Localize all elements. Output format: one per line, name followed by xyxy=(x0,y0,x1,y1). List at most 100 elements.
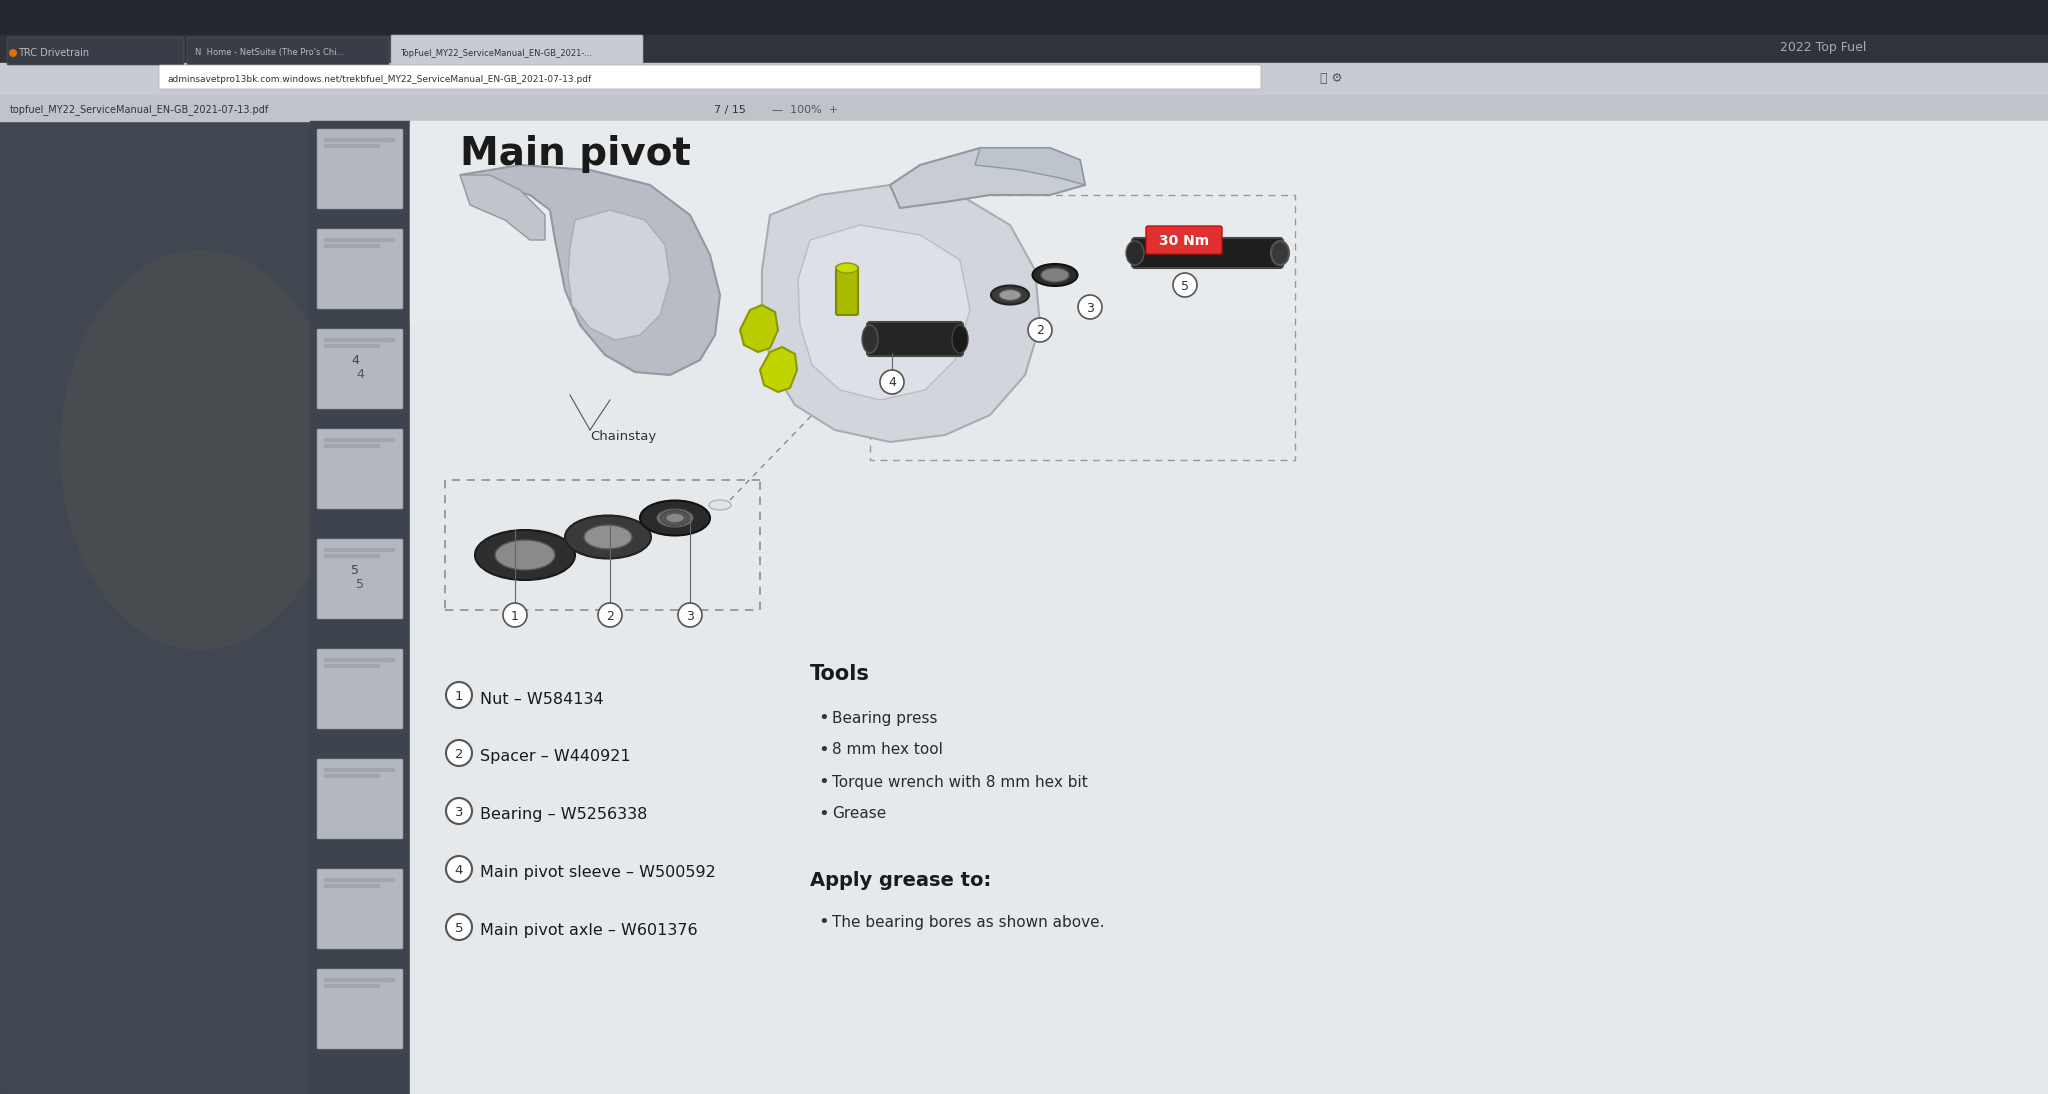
FancyBboxPatch shape xyxy=(317,969,403,1049)
Circle shape xyxy=(446,740,471,766)
Bar xyxy=(324,978,393,981)
Text: Grease: Grease xyxy=(831,806,887,822)
Text: TRC Drivetrain: TRC Drivetrain xyxy=(18,48,90,58)
Polygon shape xyxy=(0,0,309,1094)
Bar xyxy=(0,0,2048,35)
Text: ⭐ ⚙: ⭐ ⚙ xyxy=(1321,72,1343,85)
Text: Nut – W584134: Nut – W584134 xyxy=(479,691,604,707)
Text: 4: 4 xyxy=(889,376,895,389)
Circle shape xyxy=(1174,274,1196,296)
Text: 2: 2 xyxy=(455,747,463,760)
Circle shape xyxy=(446,682,471,708)
FancyBboxPatch shape xyxy=(317,329,403,409)
Bar xyxy=(324,138,393,141)
Circle shape xyxy=(678,603,702,627)
FancyBboxPatch shape xyxy=(391,35,643,67)
Text: 5: 5 xyxy=(350,563,358,577)
Text: Tools: Tools xyxy=(811,664,870,684)
Polygon shape xyxy=(762,185,1040,442)
Polygon shape xyxy=(461,175,545,240)
Text: 7 / 15: 7 / 15 xyxy=(715,105,745,115)
Ellipse shape xyxy=(639,500,711,535)
Text: 1: 1 xyxy=(512,609,518,622)
Ellipse shape xyxy=(1032,264,1077,286)
Polygon shape xyxy=(739,305,778,352)
Circle shape xyxy=(1028,318,1053,342)
Ellipse shape xyxy=(657,509,692,527)
Text: Main pivot: Main pivot xyxy=(461,135,690,173)
Bar xyxy=(324,144,379,147)
FancyBboxPatch shape xyxy=(317,129,403,209)
Circle shape xyxy=(504,603,526,627)
Bar xyxy=(324,773,379,777)
Circle shape xyxy=(446,798,471,824)
Text: —  100%  +: — 100% + xyxy=(766,105,838,115)
Bar xyxy=(0,95,2048,121)
Text: Spacer – W440921: Spacer – W440921 xyxy=(479,749,631,765)
Circle shape xyxy=(446,856,471,882)
Polygon shape xyxy=(799,225,971,400)
Text: topfuel_MY22_ServiceManual_EN-GB_2021-07-13.pdf: topfuel_MY22_ServiceManual_EN-GB_2021-07… xyxy=(10,105,268,116)
Text: 2: 2 xyxy=(606,609,614,622)
Text: Bearing press: Bearing press xyxy=(831,710,938,725)
Ellipse shape xyxy=(584,525,633,549)
Bar xyxy=(410,121,2048,1094)
Text: 5: 5 xyxy=(1182,279,1190,292)
Polygon shape xyxy=(567,210,670,340)
Bar xyxy=(0,63,2048,95)
Text: 2022 Top Fuel: 2022 Top Fuel xyxy=(1780,42,1866,55)
Ellipse shape xyxy=(496,540,555,570)
Circle shape xyxy=(446,913,471,940)
FancyBboxPatch shape xyxy=(317,229,403,309)
FancyBboxPatch shape xyxy=(317,869,403,948)
Text: TopFuel_MY22_ServiceManual_EN-GB_2021-...: TopFuel_MY22_ServiceManual_EN-GB_2021-..… xyxy=(399,48,592,58)
Text: Torque wrench with 8 mm hex bit: Torque wrench with 8 mm hex bit xyxy=(831,775,1087,790)
FancyBboxPatch shape xyxy=(317,649,403,729)
Ellipse shape xyxy=(1040,268,1069,282)
FancyBboxPatch shape xyxy=(1133,238,1282,268)
Bar xyxy=(309,121,410,1094)
Circle shape xyxy=(598,603,623,627)
Ellipse shape xyxy=(991,286,1028,304)
FancyBboxPatch shape xyxy=(186,37,389,65)
Bar xyxy=(324,664,379,667)
Ellipse shape xyxy=(475,529,575,580)
Polygon shape xyxy=(461,165,721,375)
Bar xyxy=(324,238,393,241)
Bar xyxy=(324,768,393,771)
Bar xyxy=(324,244,379,247)
FancyBboxPatch shape xyxy=(317,539,403,619)
Circle shape xyxy=(1077,295,1102,319)
Text: 3: 3 xyxy=(455,805,463,818)
Ellipse shape xyxy=(565,515,651,559)
Text: 1: 1 xyxy=(455,689,463,702)
Ellipse shape xyxy=(862,325,879,353)
Ellipse shape xyxy=(1272,241,1288,265)
Text: 5: 5 xyxy=(455,921,463,934)
Text: 4: 4 xyxy=(455,863,463,876)
Ellipse shape xyxy=(999,290,1022,301)
Text: 4: 4 xyxy=(350,353,358,366)
Bar xyxy=(410,121,2048,321)
Text: 3: 3 xyxy=(1085,302,1094,314)
Circle shape xyxy=(881,370,903,394)
Ellipse shape xyxy=(666,513,684,523)
Bar xyxy=(324,344,379,347)
Polygon shape xyxy=(891,148,1085,208)
Text: •: • xyxy=(817,805,829,823)
FancyBboxPatch shape xyxy=(160,65,1262,89)
FancyBboxPatch shape xyxy=(6,37,184,65)
Text: The bearing bores as shown above.: The bearing bores as shown above. xyxy=(831,915,1104,930)
Ellipse shape xyxy=(1126,241,1145,265)
Ellipse shape xyxy=(475,545,575,565)
Text: Chainstay: Chainstay xyxy=(590,430,655,443)
Circle shape xyxy=(8,49,16,57)
Ellipse shape xyxy=(952,325,969,353)
Bar xyxy=(324,548,393,551)
FancyBboxPatch shape xyxy=(317,429,403,509)
Ellipse shape xyxy=(59,251,340,650)
Text: Main pivot sleeve – W500592: Main pivot sleeve – W500592 xyxy=(479,865,715,881)
Bar xyxy=(324,438,393,441)
Text: adminsavetpro13bk.com.windows.net/trekbfuel_MY22_ServiceManual_EN-GB_2021-07-13.: adminsavetpro13bk.com.windows.net/trekbf… xyxy=(168,74,592,83)
Ellipse shape xyxy=(659,511,690,525)
